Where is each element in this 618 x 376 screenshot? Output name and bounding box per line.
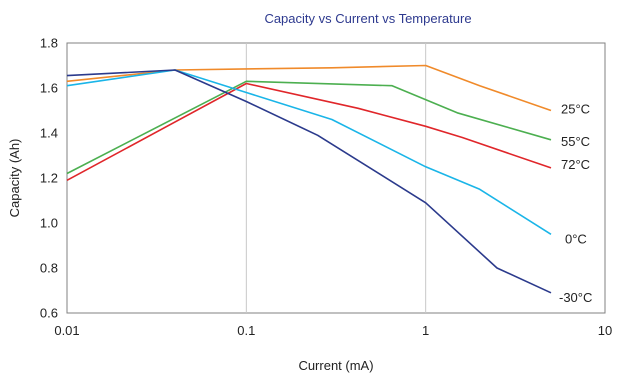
grid-lines — [245, 43, 427, 313]
y-axis-ticks: 0.6 0.8 1.0 1.2 1.4 1.6 1.8 — [40, 36, 58, 321]
y-axis-label: Capacity (Ah) — [7, 139, 22, 218]
plot-area — [66, 42, 606, 314]
y-tick-label: 1.6 — [40, 81, 58, 96]
series-label: -30°C — [559, 290, 592, 305]
series-lines — [66, 64, 552, 294]
x-axis-ticks: 0.01 0.1 1 10 — [54, 323, 612, 338]
x-tick-label: 10 — [598, 323, 612, 338]
y-tick-label: 1.0 — [40, 216, 58, 231]
series-label: 25°C — [561, 102, 590, 117]
series-label: 72°C — [561, 157, 590, 172]
y-tick-label: 0.8 — [40, 261, 58, 276]
series-labels: 25°C 55°C 72°C 0°C -30°C — [559, 102, 592, 305]
x-tick-label: 1 — [422, 323, 429, 338]
y-tick-label: 1.4 — [40, 126, 58, 141]
series-line — [66, 82, 552, 182]
x-tick-label: 0.1 — [237, 323, 255, 338]
series-label: 55°C — [561, 134, 590, 149]
x-axis-label: Current (mA) — [298, 358, 373, 373]
series-line — [66, 80, 552, 175]
series-line — [66, 69, 552, 235]
x-tick-label: 0.01 — [54, 323, 79, 338]
y-tick-label: 1.2 — [40, 171, 58, 186]
chart-title: Capacity vs Current vs Temperature — [264, 11, 471, 26]
y-tick-label: 0.6 — [40, 306, 58, 321]
series-label: 0°C — [565, 231, 587, 246]
y-tick-label: 1.8 — [40, 36, 58, 51]
series-line — [66, 69, 552, 294]
